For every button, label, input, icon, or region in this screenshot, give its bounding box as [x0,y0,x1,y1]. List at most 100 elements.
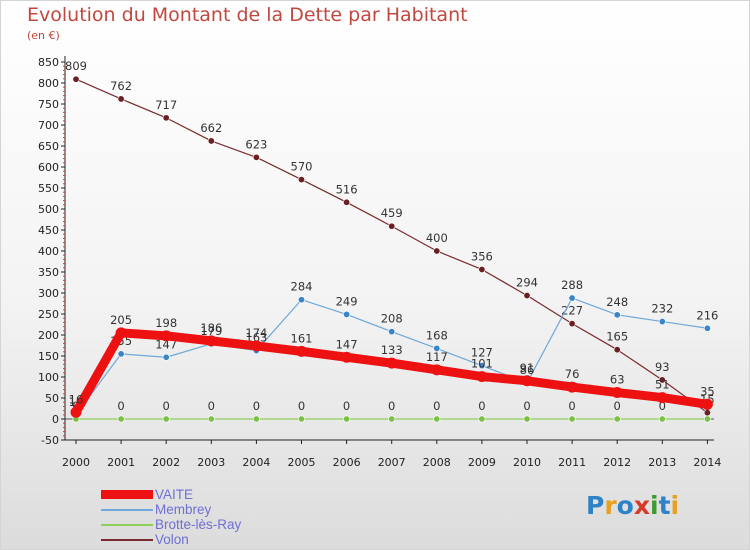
data-label: 86 [520,363,535,377]
data-label: 198 [155,316,177,330]
legend-item: VAITE [101,487,241,502]
y-tick-label: 150 [38,350,59,363]
legend-item: Membrey [101,502,241,517]
data-point [117,350,125,358]
data-point [388,328,396,336]
data-point [162,415,170,423]
x-tick-label: 2008 [423,456,451,469]
y-tick-label: 800 [38,77,59,90]
data-point [296,345,307,357]
data-label: 356 [471,249,493,263]
data-point [70,406,82,418]
data-point [431,364,443,376]
data-label: 101 [471,357,493,371]
data-point [658,415,666,423]
data-point [388,222,396,230]
data-label: 0 [659,399,666,413]
data-label: 0 [433,399,440,413]
data-point [613,311,621,319]
data-point [566,381,578,393]
legend-label: Membrey [155,502,212,517]
data-label: 623 [245,137,267,151]
y-tick-label: 500 [38,203,59,216]
data-point [433,344,441,352]
data-point [117,95,125,103]
data-point [523,292,531,300]
data-label: 249 [336,294,358,308]
x-tick-label: 2000 [62,456,90,469]
y-tick-label: 700 [38,119,59,132]
data-label: 400 [426,231,448,245]
data-point [343,415,351,423]
legend-swatch [101,538,153,541]
x-tick-label: 2002 [152,456,180,469]
data-point [207,137,215,145]
data-point [701,398,713,410]
data-point [568,415,576,423]
y-tick-label: 0 [52,413,59,426]
x-tick-label: 2011 [558,456,586,469]
y-tick-label: 450 [38,224,59,237]
data-point [478,362,486,370]
data-point [162,353,170,361]
data-point [568,320,576,328]
data-point [72,75,80,83]
data-label: 93 [655,360,670,374]
y-tick-label: 600 [38,161,59,174]
logo-letter: i [650,491,659,520]
data-point [478,265,486,273]
data-label: 0 [298,399,305,413]
data-label: 208 [381,312,403,326]
x-tick-label: 2010 [513,456,541,469]
x-tick-label: 2005 [288,456,316,469]
logo-letter: P [586,491,605,520]
data-point [703,415,711,423]
y-tick-label: 50 [45,392,59,405]
data-point [656,392,668,404]
data-point [250,340,262,352]
y-tick-label: 400 [38,245,59,258]
data-label: 0 [523,399,530,413]
chart-subtitle: (en €) [27,29,60,42]
data-point [115,327,127,339]
legend-item: Brotte-lès-Ray [101,517,241,532]
legend-swatch [101,490,153,499]
y-tick-label: 200 [38,329,59,342]
y-tick-label: 750 [38,98,59,111]
data-label: 63 [610,373,625,387]
data-point [658,318,666,326]
data-label: 165 [606,330,628,344]
series-brotte-l-s-ray: 000000000000000 [72,399,711,423]
data-label: 0 [343,399,350,413]
data-label: 0 [478,399,485,413]
data-point [476,371,488,383]
logo-letter: t [658,491,671,520]
data-label: 0 [163,399,170,413]
data-point [478,415,486,423]
data-label: 717 [155,98,177,112]
data-label: 288 [561,278,583,292]
legend-label: Brotte-lès-Ray [155,517,242,532]
data-label: 91 [520,361,535,375]
data-label: 168 [426,328,448,342]
legend-label: Volon [155,532,189,547]
legend-swatch [101,523,153,526]
data-point [252,415,260,423]
y-tick-label: 250 [38,308,59,321]
data-point [613,346,621,354]
data-point [523,415,531,423]
data-label: 76 [565,367,580,381]
y-tick-label: 650 [38,140,59,153]
series-vaite: 16 205 198 186 174 161 147 133 117 101 91 76 63 51 35 [69,313,715,418]
data-label: 51 [655,378,670,392]
data-point [658,376,666,384]
data-label: 227 [561,304,583,318]
data-point [297,176,305,184]
logo-letter: x [633,491,650,520]
data-label: 294 [516,276,538,290]
data-point [160,330,172,342]
chart-title: Evolution du Montant de la Dette par Hab… [27,4,468,26]
data-label: 570 [291,160,313,174]
